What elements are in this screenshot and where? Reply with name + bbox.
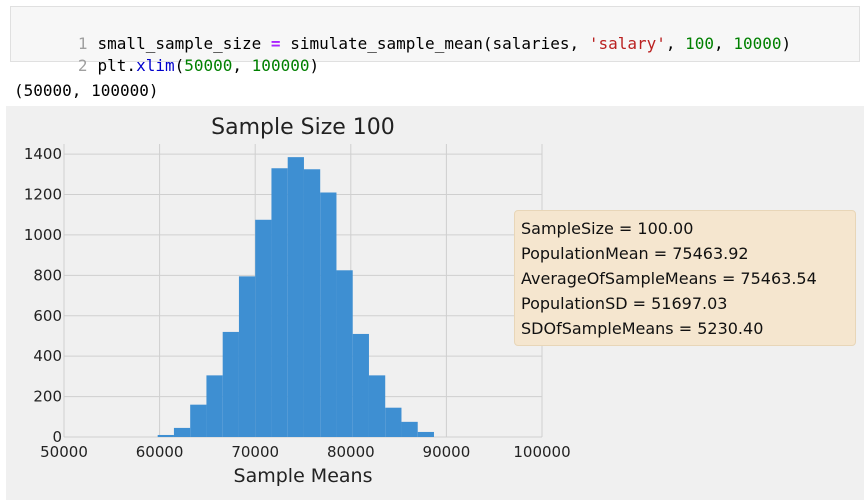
histogram-bar (401, 421, 418, 437)
x-tick-label: 50000 (40, 443, 88, 461)
code-token: small_sample_size (97, 34, 271, 53)
histogram-bar (303, 169, 321, 438)
histogram-bar (173, 427, 191, 437)
code-token: plt. (97, 56, 137, 75)
code-token: 'salary' (588, 34, 666, 53)
code-token: , (665, 34, 686, 53)
code-token: 100 (685, 34, 715, 53)
code-token: , (714, 34, 734, 53)
line-number: 1 (77, 34, 88, 53)
histogram-bar (238, 276, 256, 437)
code-line-1[interactable]: 1 small_sample_size = simulate_sample_mea… (11, 11, 791, 53)
code-cell[interactable]: 1 small_sample_size = simulate_sample_mea… (10, 6, 860, 75)
histogram-bar (190, 404, 207, 437)
y-tick-label: 200 (33, 388, 62, 406)
histogram-bar (417, 431, 434, 437)
histogram-bar (271, 168, 288, 437)
annotation-average-of-sample-means: AverageOfSampleMeans = 75463.54 (521, 269, 817, 288)
chart-title: Sample Size 100 (211, 115, 395, 140)
y-tick-label: 0 (52, 428, 62, 446)
y-tick-label: 1400 (24, 145, 62, 163)
histogram-bar (222, 331, 239, 437)
code-token: 50000 (184, 56, 233, 75)
y-tick-label: 1200 (24, 186, 62, 204)
code-token: , (232, 56, 252, 75)
annotation-population-mean: PopulationMean = 75463.92 (521, 244, 749, 263)
histogram-bar (385, 407, 402, 437)
histogram-bar (336, 270, 353, 437)
histogram-bar (157, 434, 174, 437)
x-axis-label: Sample Means (234, 465, 373, 487)
code-token: 100000 (251, 56, 310, 75)
cell-output: (50000, 100000) (14, 81, 159, 100)
x-tick-label: 100000 (513, 443, 570, 461)
annotation-population-sd: PopulationSD = 51697.03 (521, 294, 728, 313)
histogram-bar (255, 219, 272, 437)
code-token: xlim (136, 56, 175, 75)
histogram-bar (287, 157, 304, 437)
line-number: 2 (77, 56, 88, 75)
code-token: ) (309, 56, 320, 75)
code-token: = (270, 34, 281, 53)
y-tick-label: 400 (33, 347, 62, 365)
code-line-2[interactable]: 2 plt.xlim(50000, 100000) (11, 33, 319, 75)
annotation-sample-size: SampleSize = 100.00 (521, 219, 694, 238)
code-token: ( (174, 56, 185, 75)
y-tick-label: 800 (33, 266, 62, 284)
histogram-bar (352, 333, 369, 437)
x-tick-label: 70000 (231, 443, 279, 461)
y-tick-label: 1000 (24, 226, 62, 244)
histogram-bar (320, 192, 337, 437)
histogram-figure: 50000 60000 70000 80000 90000 100000 0 200 400 60… (6, 106, 864, 500)
x-tick-label: 80000 (327, 443, 375, 461)
histogram-chart: 50000 60000 70000 80000 90000 100000 0 200 400 60… (6, 106, 864, 500)
code-token: simulate_sample_mean(salaries, (280, 34, 589, 53)
x-tick-label: 90000 (423, 443, 471, 461)
code-token: ) (781, 34, 792, 53)
stats-annotation-box: SampleSize = 100.00 PopulationMean = 754… (514, 210, 856, 346)
histogram-bar (368, 375, 386, 437)
annotation-sd-of-sample-means: SDOfSampleMeans = 5230.40 (521, 319, 764, 338)
histogram-bar (206, 375, 223, 437)
code-token: 10000 (733, 34, 782, 53)
y-tick-label: 600 (33, 307, 62, 325)
x-tick-label: 60000 (136, 443, 184, 461)
